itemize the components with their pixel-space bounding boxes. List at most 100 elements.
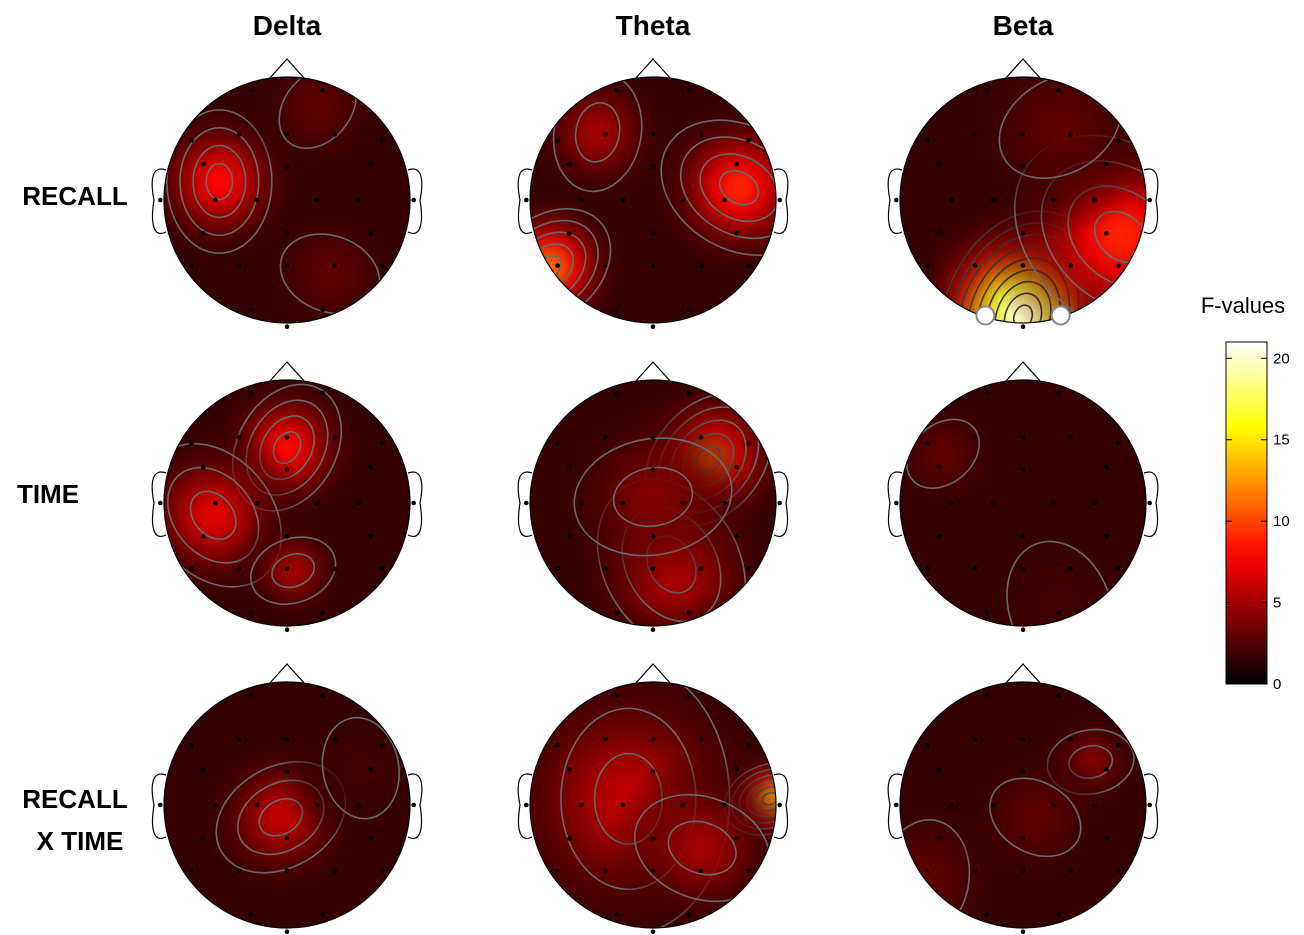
head-nose (634, 663, 672, 685)
contour-line (679, 136, 776, 240)
electrode-set (158, 87, 416, 329)
electrode-dot (1104, 534, 1109, 539)
electrode-dot (284, 929, 290, 934)
electrode-dot (524, 197, 529, 203)
electrode-dot (284, 534, 290, 539)
contour-line (166, 109, 273, 255)
electrode-dot (314, 197, 320, 203)
electrode-dot (254, 802, 260, 808)
electrode-dot (380, 441, 385, 446)
head-ear-left (887, 168, 903, 234)
electrode-dot (1092, 197, 1097, 203)
electrode-dot (990, 500, 996, 506)
electrode-dot (356, 500, 361, 506)
electrode-dot (248, 87, 254, 93)
electrode-dot (555, 868, 560, 873)
contour-line (321, 716, 401, 820)
electrode-dot (925, 138, 930, 143)
head-ear-right (407, 471, 423, 537)
electrode-dot (158, 197, 163, 203)
electrode-dot (925, 868, 930, 873)
electrode-dot (734, 836, 739, 841)
electrode-set (158, 692, 416, 934)
topoplot-theta-time (517, 361, 789, 632)
electrode-set (524, 692, 782, 934)
activation-blob (241, 77, 394, 184)
electrode-dot (368, 534, 373, 539)
electrode-dot (284, 435, 290, 440)
electrode-dot (650, 324, 656, 329)
electrode-dot (332, 566, 338, 571)
electrode-dot (698, 737, 704, 742)
head-nose (634, 361, 672, 383)
electrode-dot (284, 737, 290, 742)
electrode-dot (650, 467, 656, 472)
electrode-dot (650, 164, 656, 169)
row-label-recall: RECALL (22, 181, 128, 211)
electrode-dot (201, 231, 206, 236)
electrode-dot (332, 132, 338, 137)
electrode-dot (248, 307, 254, 313)
head-outline (163, 379, 411, 627)
contour-line (179, 126, 260, 237)
head-ear-right (773, 773, 789, 839)
electrode-dot (650, 868, 656, 873)
electrode-dot (972, 263, 978, 268)
colorbar-tick-label: 15 (1273, 432, 1290, 449)
electrode-dot (650, 435, 656, 440)
contour-line (699, 153, 776, 223)
row-label-time: TIME (17, 479, 79, 509)
head-ear-right (1143, 471, 1159, 537)
electrode-dot (925, 441, 930, 446)
electrode-dot (236, 132, 242, 137)
head-outline (163, 76, 411, 324)
electrode-dot (925, 263, 930, 268)
electrode-dot (680, 197, 686, 203)
topoplot-beta-time (887, 361, 1159, 632)
electrode-dot (213, 197, 218, 203)
electrode-dot (1020, 836, 1026, 841)
electrode-dot (1020, 566, 1026, 571)
electrode-dot (1020, 627, 1026, 632)
electrode-dot (949, 802, 954, 808)
head-ear-left (517, 168, 533, 234)
electrode-dot (990, 197, 996, 203)
contour-line (573, 437, 733, 557)
electrode-dot (686, 610, 692, 616)
head-ear-left (887, 471, 903, 537)
head-ear-left (151, 471, 167, 537)
electrode-dot (248, 692, 254, 698)
electrode-dot (555, 138, 560, 143)
electrode-dot (284, 868, 290, 873)
electrode-dot (380, 868, 385, 873)
electrode-dot (579, 197, 584, 203)
electrode-dot (972, 566, 978, 571)
activation-blob (954, 736, 1117, 899)
head-nose (1004, 361, 1042, 383)
contour-line (1006, 540, 1114, 626)
column-title-beta: Beta (993, 10, 1054, 41)
colorbar-ticks: 0 5 10 15 20 (1226, 350, 1290, 693)
scalp-map (900, 77, 1146, 323)
significant-electrode-marker (975, 305, 996, 326)
contour-line (667, 820, 737, 876)
electrode-dot (1116, 868, 1121, 873)
electrode-dot (332, 737, 338, 742)
head-outline (529, 76, 777, 324)
head-outline (529, 379, 777, 627)
electrode-dot (650, 627, 656, 632)
row-label-recall-x: RECALL (22, 784, 128, 814)
topoplot-delta-recall-x-time (151, 663, 423, 934)
head-ear-right (1143, 168, 1159, 234)
head-ear-left (517, 471, 533, 537)
scalp-map (164, 380, 410, 626)
electrode-dot (650, 737, 656, 742)
electrode-dot (1020, 164, 1026, 169)
topoplot-theta-recall (517, 58, 789, 329)
electrode-dot (248, 610, 254, 616)
electrode-dot (1104, 161, 1109, 167)
electrode-dot (1020, 132, 1026, 137)
electrode-dot (1020, 769, 1026, 774)
electrode-dot (1116, 743, 1121, 748)
